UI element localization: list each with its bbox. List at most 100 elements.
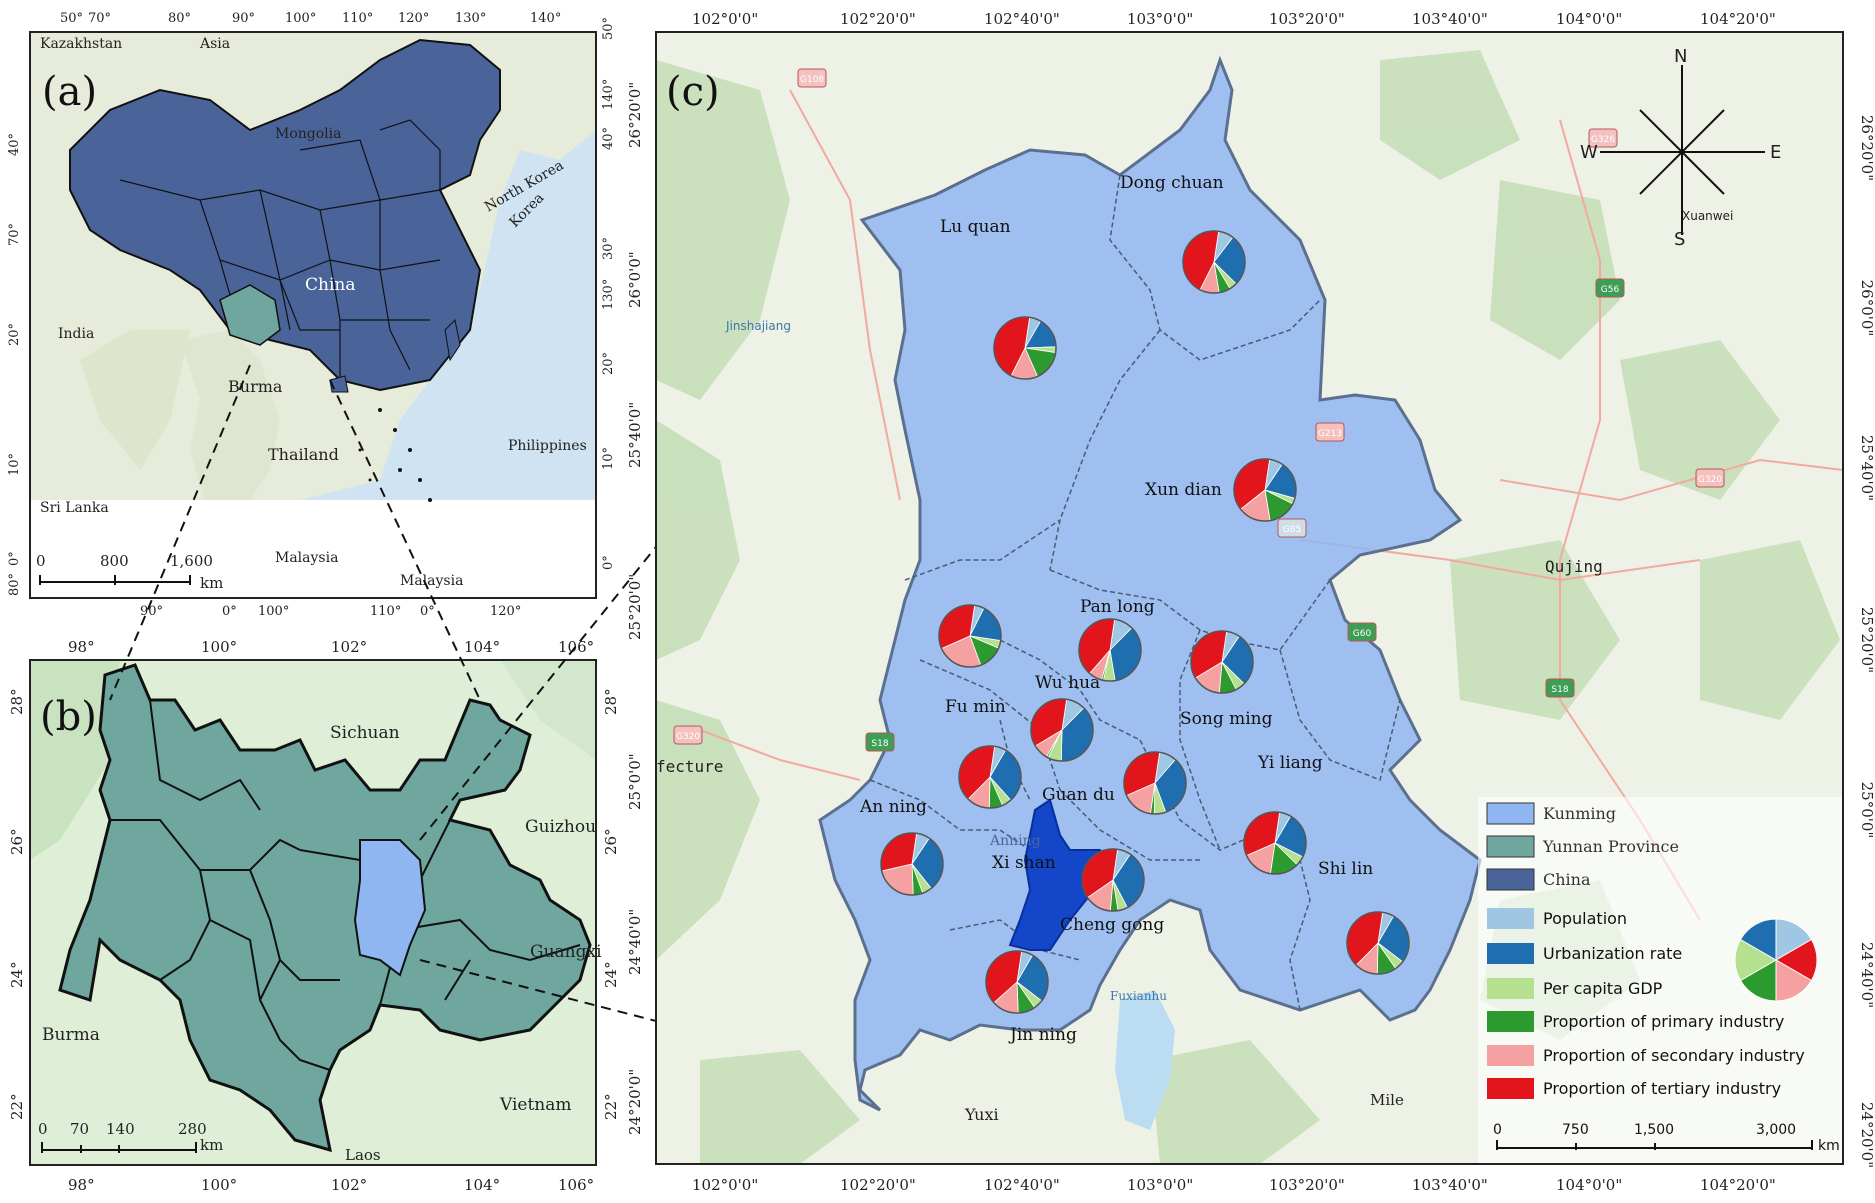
panel-a-top-tick: 80° bbox=[168, 11, 191, 26]
panel-a: Kazakhstan Asia Mongolia China North Kor… bbox=[7, 11, 616, 619]
panel-c-right-tick: 24°40'0" bbox=[1858, 942, 1875, 1008]
label-xuanwei: Xuanwei bbox=[1682, 209, 1733, 223]
panel-a-left-tick: 0° bbox=[7, 551, 22, 566]
panel-c-left-tick: 25°20'0" bbox=[626, 574, 644, 640]
scale-c-1500: 1,500 bbox=[1634, 1122, 1674, 1138]
panel-b-bottom-tick: 106° bbox=[558, 1176, 594, 1194]
panel-a-frame bbox=[29, 31, 597, 599]
kunming-in-yunnan bbox=[353, 839, 427, 977]
road-shield-label: G326 bbox=[1591, 135, 1615, 145]
panel-a-top-tick: 120° bbox=[398, 11, 429, 26]
yunnan-shape bbox=[58, 663, 592, 1153]
district-label: Song ming bbox=[1180, 709, 1273, 729]
scale-c-0: 0 bbox=[1493, 1122, 1502, 1138]
terrain-patches bbox=[656, 50, 1840, 1164]
panel-a-left-tick: 10° bbox=[7, 453, 22, 476]
pie-chart-8 bbox=[1123, 751, 1187, 815]
panel-a-right-tick: 40° bbox=[601, 127, 616, 150]
label-philippines: Philippines bbox=[508, 438, 587, 454]
panel-a-right-tick: 20° bbox=[601, 352, 616, 375]
panel-a-top-tick: 110° bbox=[342, 11, 373, 26]
panel-c-bottom-tick: 104°20'0" bbox=[1700, 1176, 1776, 1194]
road-shield-label: G60 bbox=[1353, 629, 1372, 639]
legend-indicator-label: Proportion of tertiary industry bbox=[1543, 1079, 1781, 1098]
district-label: Guan du bbox=[1042, 785, 1115, 805]
label-china: China bbox=[305, 275, 355, 295]
legend-indicator-item: Population bbox=[1487, 908, 1627, 929]
district-label: Pan long bbox=[1080, 597, 1155, 617]
district-label: Jin ning bbox=[1008, 1025, 1077, 1045]
panel-b-right-tick: 28° bbox=[602, 688, 620, 715]
road-shield-label: S18 bbox=[1551, 685, 1568, 695]
china-shape bbox=[69, 38, 501, 392]
south-sea-islands bbox=[358, 408, 432, 502]
legend-layer-label: China bbox=[1543, 870, 1591, 889]
legend-indicator-item: Proportion of primary industry bbox=[1487, 1011, 1784, 1032]
panel-b-green-ne bbox=[500, 660, 596, 760]
road-shield: G320 bbox=[1695, 468, 1725, 488]
panel-a-right-tick: 50° bbox=[601, 17, 616, 40]
scale-b-140: 140 bbox=[106, 1120, 135, 1138]
panel-c-bottom-tick: 103°20'0" bbox=[1269, 1176, 1345, 1194]
india-land bbox=[80, 330, 190, 470]
panel-a-right-tick: 0° bbox=[601, 555, 616, 570]
panel-b-top-tick: 102° bbox=[331, 638, 367, 656]
legend-layer-item: Kunming bbox=[1486, 802, 1616, 825]
panel-c-top-tick: 102°40'0" bbox=[984, 10, 1060, 28]
panel-c-top-tick: 102°20'0" bbox=[840, 10, 916, 28]
compass-s: S bbox=[1674, 229, 1685, 250]
legend-layer-label: Kunming bbox=[1543, 804, 1616, 823]
legend-sample-pie bbox=[1734, 918, 1818, 1002]
scale-c-3000: 3,000 bbox=[1756, 1122, 1796, 1138]
pie-chart-11 bbox=[1081, 848, 1145, 912]
compass-e: E bbox=[1770, 142, 1781, 163]
legend-indicator-item: Proportion of tertiary industry bbox=[1487, 1078, 1781, 1099]
panel-a-bottom-tick: 0° bbox=[420, 604, 435, 619]
yunnan-in-china bbox=[219, 284, 281, 346]
panel-c-left-tick: 24°20'0" bbox=[626, 1069, 644, 1135]
pie-chart-2 bbox=[1233, 458, 1297, 522]
panel-c-top-tick: 103°20'0" bbox=[1269, 10, 1345, 28]
pie-chart-0 bbox=[1182, 230, 1246, 294]
panel-b-top-tick: 104° bbox=[464, 638, 500, 656]
panel-c-bottom-tick: 102°0'0" bbox=[692, 1176, 758, 1194]
label-burma-b: Burma bbox=[42, 1025, 100, 1045]
panel-a-top-tick: 140° bbox=[530, 11, 561, 26]
panel-c-letter: (c) bbox=[666, 69, 720, 115]
panel-c-bottom-tick: 104°0'0" bbox=[1556, 1176, 1622, 1194]
panel-b-right-tick: 24° bbox=[602, 961, 620, 988]
panel-c-top-tick: 104°20'0" bbox=[1700, 10, 1776, 28]
panel-c-right-tick: 26°20'0" bbox=[1858, 115, 1875, 181]
panel-c-right-tick: 26°0'0" bbox=[1858, 280, 1875, 337]
panel-c-left-tick: 24°40'0" bbox=[626, 909, 644, 975]
pie-chart-13 bbox=[985, 950, 1049, 1014]
panel-c-left-tick: 26°20'0" bbox=[626, 82, 644, 148]
district-label: Lu quan bbox=[940, 217, 1011, 237]
panel-b-top-tick: 106° bbox=[558, 638, 594, 656]
label-anning-base: Anning bbox=[989, 833, 1041, 849]
pie-chart-12 bbox=[1346, 911, 1410, 975]
district-label: Xun dian bbox=[1145, 480, 1222, 500]
label-india: India bbox=[58, 326, 94, 342]
district-label: Fu min bbox=[945, 697, 1006, 717]
pie-chart-3 bbox=[1078, 618, 1142, 682]
china-province-lines bbox=[119, 119, 441, 380]
label-guangxi: Guangxi bbox=[530, 942, 602, 962]
taiwan-shape bbox=[444, 318, 461, 362]
road-shield: G213 bbox=[1315, 422, 1345, 442]
district-label: Shi lin bbox=[1318, 859, 1373, 879]
panel-b-right-tick: 22° bbox=[602, 1093, 620, 1120]
pie-chart-6 bbox=[1030, 698, 1094, 762]
pie-chart-9 bbox=[880, 832, 944, 896]
legend-layer-item: China bbox=[1486, 868, 1591, 891]
panel-c-left-tick: 25°40'0" bbox=[626, 402, 644, 468]
pie-chart-4 bbox=[938, 604, 1002, 668]
scale-c-750: 750 bbox=[1562, 1122, 1589, 1138]
panel-a-right-tick: 30° bbox=[601, 237, 616, 260]
legend-indicator-label: Per capita GDP bbox=[1543, 979, 1663, 998]
label-sichuan: Sichuan bbox=[330, 723, 400, 743]
district-label: Dong chuan bbox=[1120, 173, 1224, 193]
panel-c-right-tick: 25°20'0" bbox=[1858, 607, 1875, 673]
road-shield-label: G320 bbox=[676, 732, 700, 742]
label-laos: Laos bbox=[345, 1146, 381, 1164]
